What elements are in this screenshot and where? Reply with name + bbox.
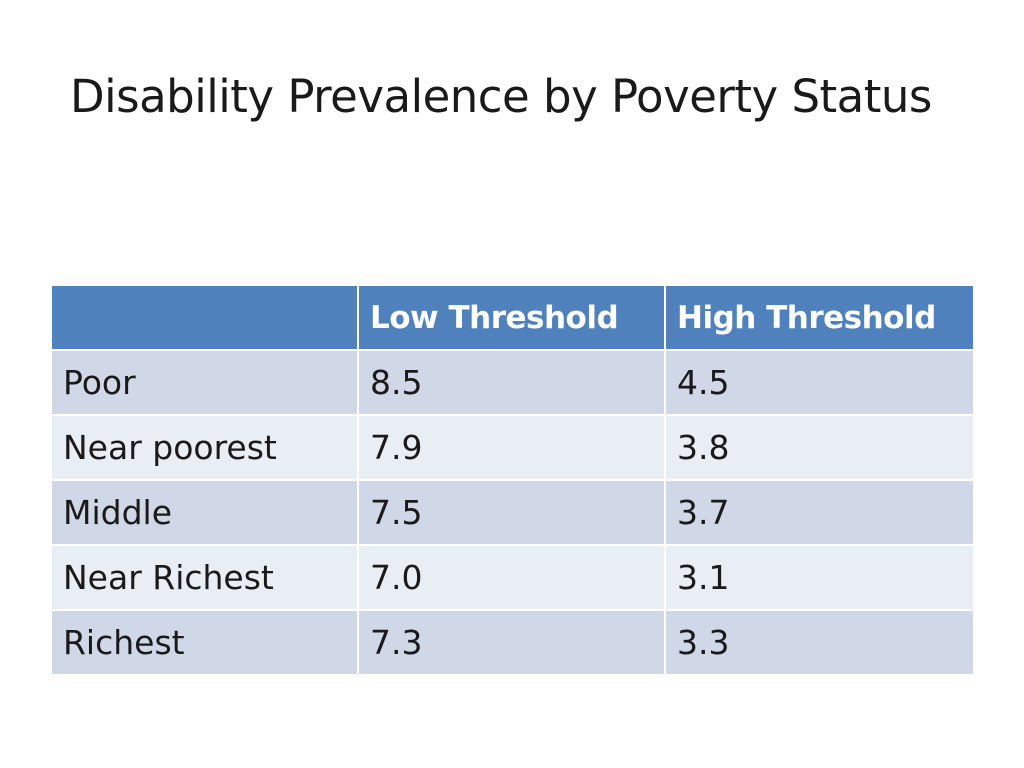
table-header-row: Low Threshold High Threshold	[50, 284, 975, 351]
high-threshold-value: 4.5	[664, 349, 975, 416]
high-threshold-value: 3.1	[664, 544, 975, 611]
high-threshold-value: 3.3	[664, 609, 975, 676]
header-high-threshold: High Threshold	[664, 284, 975, 351]
table-row: Poor 8.5 4.5	[50, 349, 975, 416]
header-corner-cell	[50, 284, 359, 351]
table-row: Near Richest 7.0 3.1	[50, 544, 975, 611]
low-threshold-value: 7.5	[357, 479, 666, 546]
row-label: Richest	[50, 609, 359, 676]
low-threshold-value: 7.0	[357, 544, 666, 611]
header-low-threshold: Low Threshold	[357, 284, 666, 351]
row-label: Near poorest	[50, 414, 359, 481]
poverty-disability-table: Low Threshold High Threshold Poor 8.5 4.…	[50, 284, 975, 676]
table-row: Near poorest 7.9 3.8	[50, 414, 975, 481]
table-row: Richest 7.3 3.3	[50, 609, 975, 676]
high-threshold-value: 3.8	[664, 414, 975, 481]
low-threshold-value: 7.3	[357, 609, 666, 676]
slide-title: Disability Prevalence by Poverty Status	[70, 70, 932, 123]
row-label: Near Richest	[50, 544, 359, 611]
row-label: Poor	[50, 349, 359, 416]
high-threshold-value: 3.7	[664, 479, 975, 546]
row-label: Middle	[50, 479, 359, 546]
low-threshold-value: 8.5	[357, 349, 666, 416]
low-threshold-value: 7.9	[357, 414, 666, 481]
table-row: Middle 7.5 3.7	[50, 479, 975, 546]
